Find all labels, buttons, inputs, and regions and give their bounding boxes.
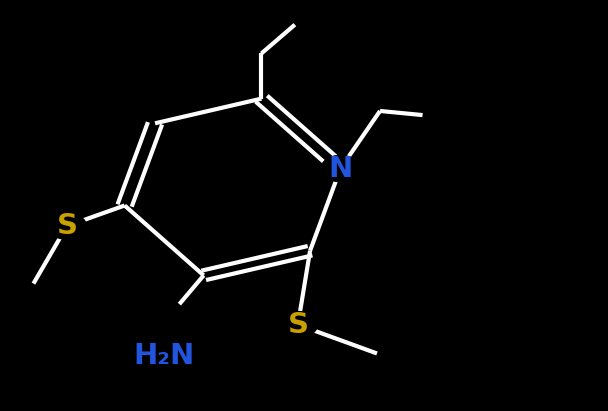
Text: N: N (328, 155, 353, 182)
Text: S: S (57, 212, 77, 240)
Circle shape (321, 155, 360, 182)
Circle shape (278, 312, 317, 338)
Text: S: S (288, 311, 308, 339)
Text: H₂N: H₂N (134, 342, 195, 369)
Circle shape (145, 342, 184, 369)
Circle shape (47, 213, 86, 239)
